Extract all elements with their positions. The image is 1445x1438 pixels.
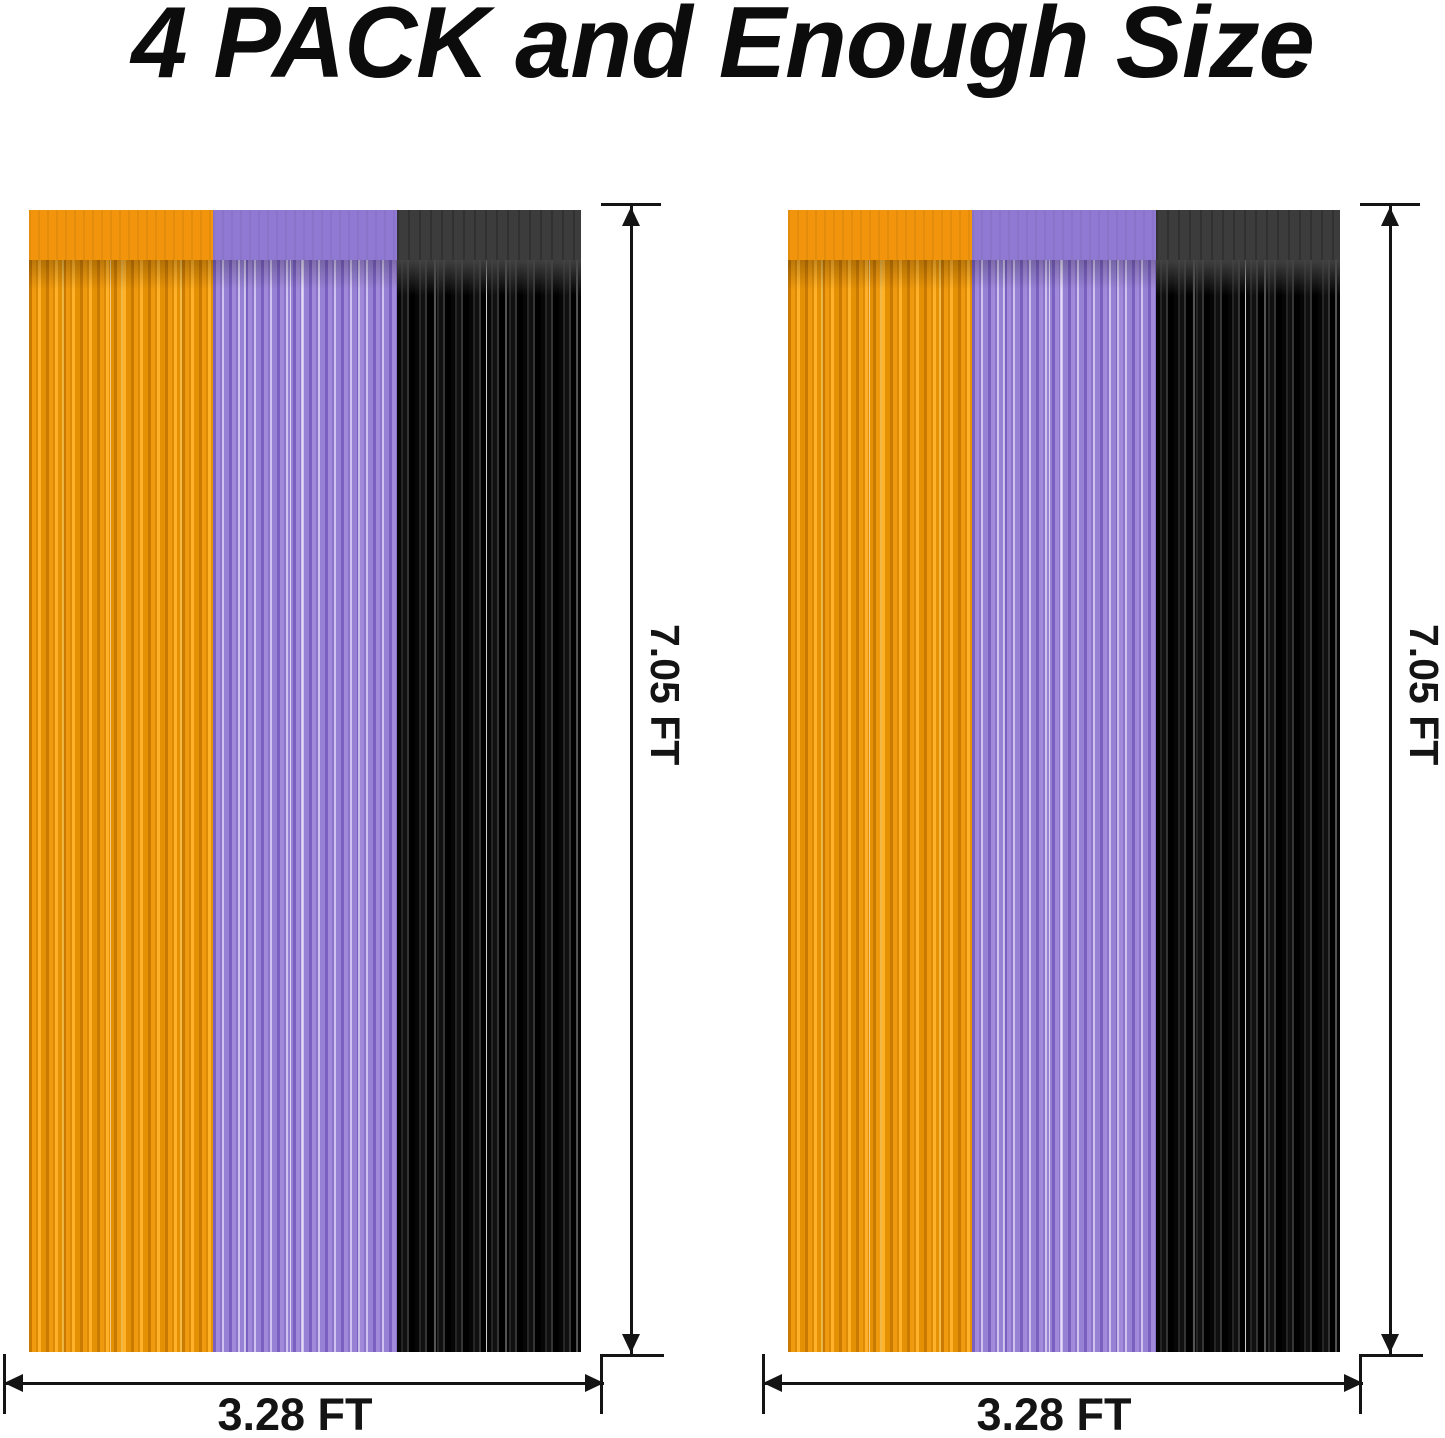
fringe-panel-purple — [972, 210, 1156, 1352]
curtain-unit-left: 7.05 FT 3.28 FT — [0, 200, 700, 1438]
arrow-down-icon — [622, 1334, 640, 1353]
fringe-panel-purple — [213, 210, 397, 1352]
height-dimension-line — [630, 205, 633, 1357]
height-dimension-top-cap — [601, 203, 661, 206]
fringe-panel-orange — [788, 210, 972, 1352]
panel-strands-black — [1156, 260, 1340, 1352]
height-dimension-line — [1389, 205, 1392, 1357]
width-label: 3.28 FT — [976, 1389, 1132, 1438]
panel-header-purple — [213, 210, 397, 260]
panel-header-orange — [788, 210, 972, 260]
panel-header-purple — [972, 210, 1156, 260]
arrow-up-icon — [622, 207, 640, 226]
height-dimension-top-cap — [1360, 203, 1420, 206]
panel-strands-purple — [972, 260, 1156, 1352]
panel-strands-orange — [788, 260, 972, 1352]
curtain-photo — [788, 210, 1340, 1352]
page-title: 4 PACK and Enough Size — [131, 0, 1315, 99]
height-label: 7.05 FT — [1401, 624, 1445, 766]
height-label: 7.05 FT — [642, 624, 688, 766]
fringe-panel-orange — [29, 210, 213, 1352]
panel-header-black — [397, 210, 581, 260]
curtain-photo — [29, 210, 581, 1352]
corner-extension-line-horizontal — [600, 1354, 664, 1357]
arrow-down-icon — [1381, 1334, 1399, 1353]
panel-header-orange — [29, 210, 213, 260]
arrow-up-icon — [1381, 207, 1399, 226]
curtain-unit-right: 7.05 FT 3.28 FT — [759, 200, 1445, 1438]
fringe-panel-black — [397, 210, 581, 1352]
arrow-left-icon — [763, 1374, 782, 1392]
width-dimension-line — [763, 1382, 1363, 1385]
arrow-right-icon — [585, 1374, 604, 1392]
arrow-left-icon — [4, 1374, 23, 1392]
panel-header-black — [1156, 210, 1340, 260]
fringe-panel-black — [1156, 210, 1340, 1352]
panel-strands-orange — [29, 260, 213, 1352]
corner-extension-line-horizontal — [1359, 1354, 1423, 1357]
panel-strands-purple — [213, 260, 397, 1352]
width-dimension-line — [4, 1382, 604, 1385]
panel-strands-black — [397, 260, 581, 1352]
width-label: 3.28 FT — [217, 1389, 373, 1438]
arrow-right-icon — [1344, 1374, 1363, 1392]
